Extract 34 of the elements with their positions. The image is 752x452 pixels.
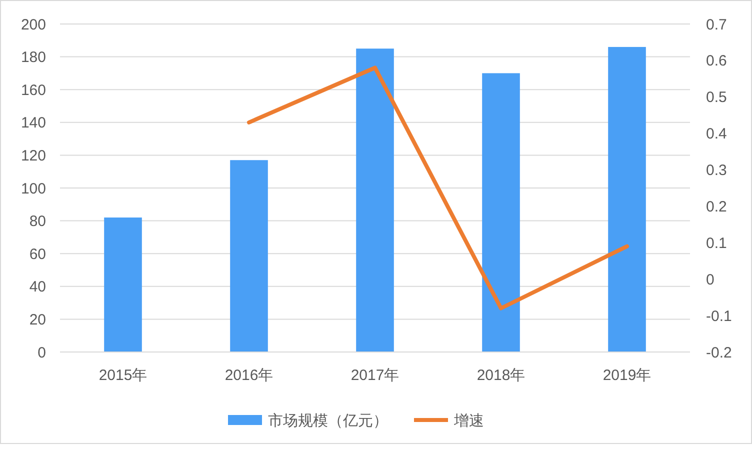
bar — [104, 218, 142, 352]
y-tick-label: 200 — [20, 16, 46, 34]
y-tick-label: 160 — [20, 82, 46, 99]
bar — [608, 46, 646, 352]
y2-tick-label: -0.1 — [706, 308, 732, 325]
y2-tick-label: 0.5 — [706, 89, 727, 106]
legend-label: 增速 — [453, 412, 484, 430]
y2-tick-label: 0.1 — [706, 234, 727, 252]
y2-tick-label: -0.2 — [706, 344, 732, 362]
y-tick-label: 40 — [29, 278, 46, 296]
x-tick-label: 2016年 — [224, 367, 274, 384]
y2-tick-label: 0.3 — [706, 162, 727, 180]
y-tick-label: 0 — [38, 344, 46, 362]
bar — [482, 73, 520, 352]
y-tick-label: 80 — [29, 213, 46, 230]
legend-label: 市场规模（亿元） — [268, 412, 388, 430]
y-tick-label: 100 — [20, 180, 46, 198]
y2-tick-label: 0.4 — [706, 126, 727, 143]
bar — [230, 160, 268, 352]
y-tick-label: 20 — [29, 311, 46, 328]
x-tick-label: 2015年 — [98, 367, 148, 384]
y2-tick-label: 0 — [706, 271, 714, 288]
x-tick-label: 2017年 — [350, 367, 400, 384]
y-tick-label: 180 — [20, 49, 46, 66]
x-tick-label: 2018年 — [476, 367, 526, 384]
bar — [356, 48, 394, 352]
y2-tick-label: 0.2 — [706, 198, 727, 216]
y2-tick-label: 0.6 — [706, 52, 727, 70]
y-tick-label: 60 — [29, 246, 46, 263]
y-tick-label: 120 — [20, 147, 46, 164]
y2-tick-label: 0.7 — [706, 16, 727, 34]
y-tick-label: 140 — [20, 114, 46, 132]
line-series — [247, 66, 629, 310]
x-tick-label: 2019年 — [602, 367, 652, 384]
